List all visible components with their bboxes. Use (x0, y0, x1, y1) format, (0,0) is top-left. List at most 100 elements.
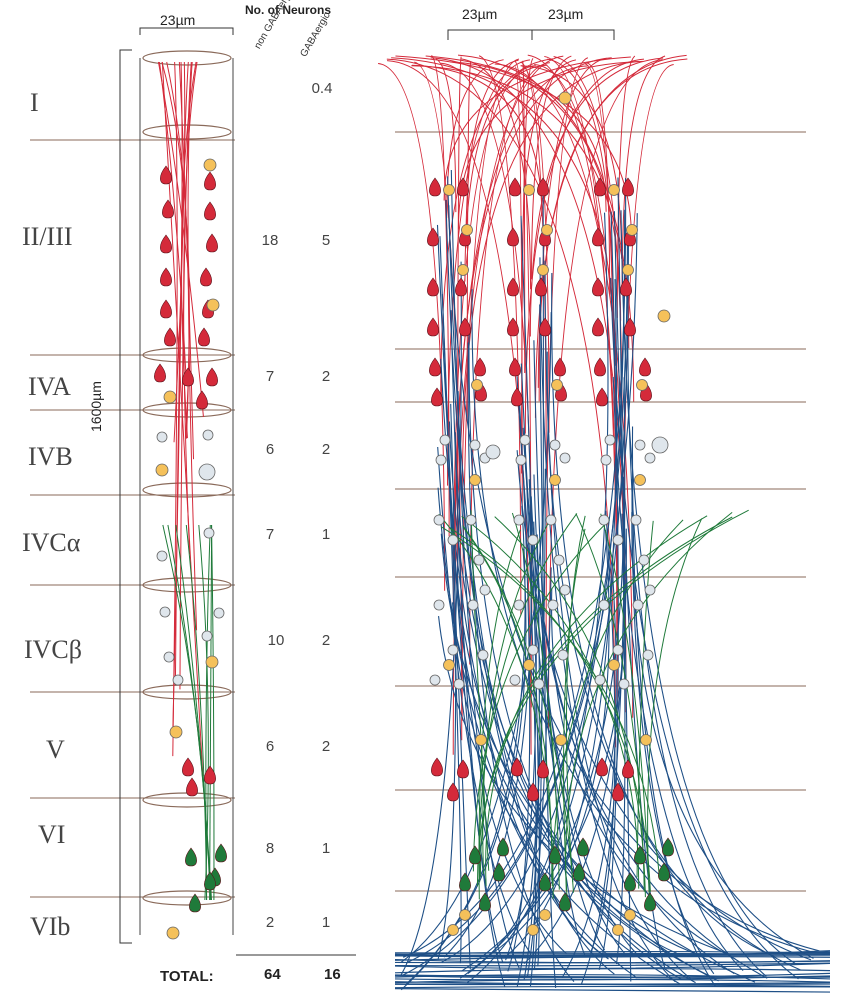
apical-dendrite (465, 59, 519, 249)
axon-blue (400, 312, 552, 964)
right-width-label-b: 23µm (548, 6, 584, 22)
pyramidal-neuron (186, 777, 198, 797)
apical-dendrite (391, 57, 617, 366)
spiny-dendrite (477, 509, 749, 887)
axon-blue (539, 257, 676, 982)
axon-blue (627, 329, 767, 977)
stellate-neuron (447, 644, 459, 656)
gaba-interneuron (457, 264, 469, 276)
stellate-neuron (201, 630, 213, 642)
pyramidal-neuron (427, 317, 439, 337)
column-ring (142, 684, 232, 700)
apical-dendrite (457, 60, 639, 230)
axon-blue (526, 567, 552, 977)
axon-blue (400, 261, 462, 976)
count-gaba-V: 2 (321, 738, 331, 755)
pyramidal-neuron (204, 201, 216, 221)
axon-blue (533, 340, 586, 957)
pyramidal-neuron (182, 757, 194, 777)
pyramidal-neuron (455, 277, 467, 297)
stellate-neuron (163, 651, 175, 663)
pyramidal-neuron (620, 277, 632, 297)
axon-plexus (394, 951, 831, 958)
pyramidal-neuron (196, 390, 208, 410)
dendrite-green (167, 524, 212, 901)
gaba-interneuron (459, 909, 471, 921)
dendrite-green (198, 524, 209, 901)
apical-dendrite (450, 61, 622, 321)
gaba-interneuron (612, 924, 624, 936)
apical-dendrite (621, 55, 666, 292)
stellate-neuron (545, 514, 557, 526)
layer-label-I: I (30, 88, 39, 117)
axon-blue (546, 351, 801, 971)
count-gaba-IVA: 2 (321, 368, 331, 385)
spiny-dendrite (511, 512, 560, 890)
stellate-neuron (598, 599, 610, 611)
axon-blue (447, 176, 820, 952)
gaba-interneuron (555, 734, 567, 746)
axon-blue (466, 230, 629, 984)
layer-label-IVCb: IVCβ (24, 635, 83, 664)
apical-dendrite (447, 59, 531, 486)
gaba-interneuron (443, 659, 455, 671)
stellate-neuron (559, 584, 571, 596)
axon-blue (539, 304, 557, 989)
layer-label-VI: VI (38, 820, 66, 849)
pyramidal-neuron (596, 757, 608, 777)
axon-blue (457, 577, 717, 980)
dendrite-red (159, 61, 187, 372)
stellate-neuron (651, 436, 669, 454)
apical-dendrite (522, 59, 577, 262)
stellate-neuron (547, 599, 559, 611)
stellate-neuron (630, 514, 642, 526)
spiny-neuron-green (459, 872, 471, 892)
apical-dendrite (452, 65, 536, 605)
axon-blue (448, 205, 615, 975)
axon-blue (520, 363, 537, 987)
axon-plexus (394, 988, 831, 993)
gaba-interneuron (523, 659, 535, 671)
spiny-neuron-green (215, 843, 227, 863)
axon-blue (441, 293, 471, 970)
axon-blue (620, 210, 797, 965)
pyramidal-neuron (447, 782, 459, 802)
apical-dendrite (443, 56, 631, 201)
axon-plexus (394, 954, 831, 957)
pyramidal-neuron (154, 363, 166, 383)
pyramidal-neuron (622, 177, 634, 197)
apical-dendrite (411, 64, 543, 217)
pyramidal-neuron (474, 357, 486, 377)
layer-label-V: V (46, 735, 65, 764)
stellate-neuron (473, 554, 485, 566)
gaba-interneuron (551, 379, 563, 391)
axon-blue (461, 579, 626, 972)
stellate-neuron (559, 452, 571, 464)
stellate-neuron (433, 514, 445, 526)
spiny-neuron-green (493, 862, 505, 882)
gaba-interneuron (166, 926, 180, 940)
stellate-neuron (439, 434, 451, 446)
count-gaba-VIb: 1 (321, 914, 331, 931)
gaba-interneuron (636, 379, 648, 391)
stellate-neuron (156, 550, 168, 562)
pyramidal-neuron (539, 317, 551, 337)
gaba-interneuron (558, 91, 572, 105)
pyramidal-neuron (160, 234, 172, 254)
spiny-dendrite (461, 515, 640, 889)
count-gaba-VI: 1 (321, 840, 331, 857)
apical-dendrite (478, 55, 522, 616)
axon-blue (440, 533, 756, 983)
stellate-neuron (519, 434, 531, 446)
column-ring (142, 577, 232, 593)
pyramidal-neuron (612, 782, 624, 802)
spiny-neuron-green (577, 837, 589, 857)
gaba-interneuron (169, 725, 183, 739)
gaba-interneuron (657, 309, 671, 323)
pyramidal-neuron (198, 327, 210, 347)
layer-label-II-III: II/III (22, 222, 73, 251)
gaba-interneuron (475, 734, 487, 746)
total-nongaba: 64 (264, 966, 281, 983)
spiny-dendrite (478, 513, 578, 883)
gaba-interneuron (634, 474, 646, 486)
